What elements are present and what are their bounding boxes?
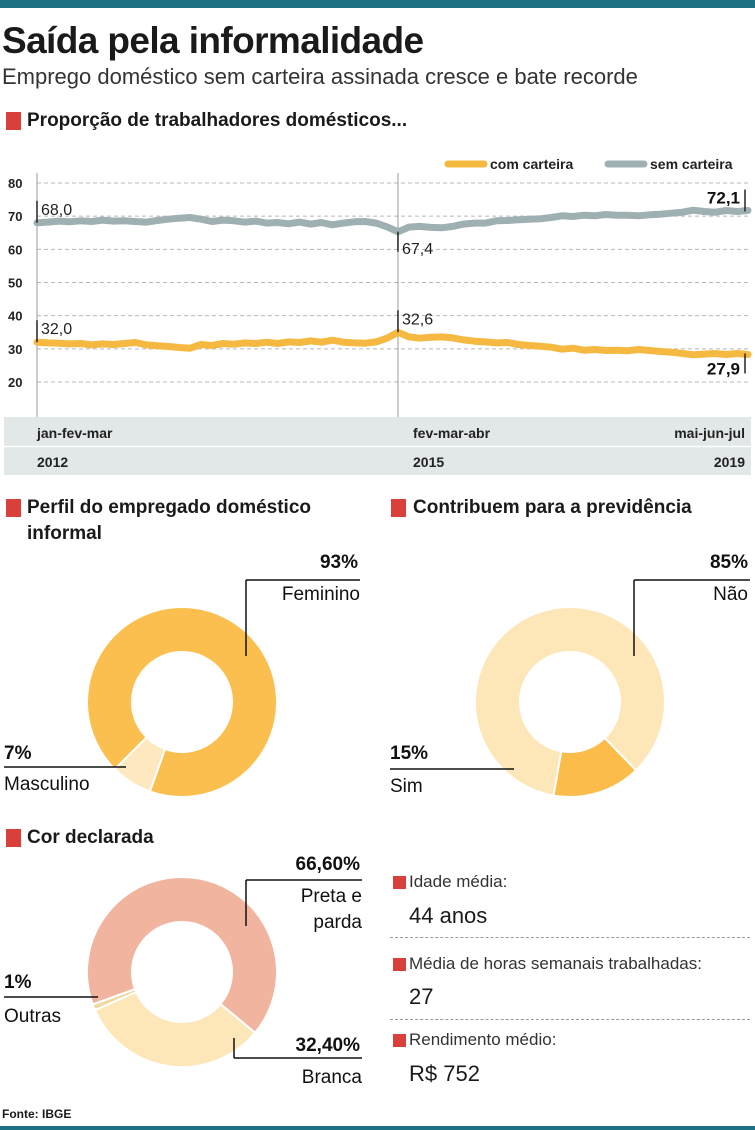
x-year-label: 2012 bbox=[37, 454, 68, 470]
source-note: Fonte: IBGE bbox=[2, 1107, 72, 1121]
slice-name-label: parda bbox=[313, 912, 362, 933]
cor-donut-chart: 66,60% Preta e parda 32,40% Branca 1% Outras bbox=[4, 854, 363, 1088]
donut-slice-n-o bbox=[474, 606, 666, 797]
y-tick-label: 40 bbox=[8, 309, 22, 324]
section-marker-perfil bbox=[6, 499, 21, 517]
line-chart-grid: 80 70 60 50 40 30 20 bbox=[8, 173, 748, 417]
slice-name-label: Outras bbox=[4, 1006, 61, 1027]
donut-slice-feminino bbox=[86, 606, 278, 798]
series-line-sem-carteira bbox=[33, 206, 752, 236]
stat-label-horas: Média de horas semanais trabalhadas: bbox=[409, 954, 702, 973]
donut-slice-branca bbox=[93, 990, 257, 1068]
donut-slice-preta-e-parda bbox=[86, 876, 278, 1035]
line-chart-legend: com carteira sem carteira bbox=[444, 156, 733, 172]
y-tick-label: 60 bbox=[8, 242, 22, 257]
top-accent-bar bbox=[0, 0, 755, 8]
slice-pct-label: 85% bbox=[710, 552, 748, 573]
value-label: 27,9 bbox=[707, 359, 740, 378]
stat-marker-idade bbox=[393, 876, 406, 889]
slice-pct-label: 7% bbox=[4, 743, 32, 764]
page-subtitle: Emprego doméstico sem carteira assinada … bbox=[2, 64, 638, 89]
y-tick-label: 20 bbox=[8, 375, 22, 390]
stat-value-horas: 27 bbox=[409, 984, 434, 1009]
bottom-accent-bar bbox=[0, 1126, 755, 1130]
timeline-band-periods bbox=[4, 417, 751, 446]
slice-pct-label: 32,40% bbox=[296, 1035, 361, 1056]
line-chart-x-labels: jan-fev-mar fev-mar-abr mai-jun-jul 2012 201… bbox=[36, 425, 745, 470]
donut-slice-outras bbox=[91, 987, 138, 1012]
previdencia-chart-title: Contribuem para a previdência bbox=[413, 497, 692, 518]
donut-slice-sim bbox=[552, 736, 638, 798]
perfil-chart-title: Perfil do empregado doméstico informal bbox=[27, 495, 357, 547]
stat-marker-rendimento bbox=[393, 1034, 406, 1047]
slice-name-label: Não bbox=[713, 584, 748, 605]
slice-pct-label: 15% bbox=[390, 743, 428, 764]
slice-pct-label: 66,60% bbox=[296, 854, 361, 875]
series-line-com-carteira bbox=[33, 328, 752, 359]
cor-chart-title: Cor declarada bbox=[27, 827, 154, 848]
section-marker-previdencia bbox=[391, 499, 406, 517]
line-chart-value-labels: 32,0 32,6 27,9 68,0 67,4 72,1 bbox=[36, 189, 746, 378]
slice-name-label: Branca bbox=[302, 1067, 363, 1088]
value-label: 32,6 bbox=[402, 311, 433, 328]
timeline-band-years bbox=[4, 447, 751, 475]
slice-name-label: Feminino bbox=[282, 584, 360, 605]
y-tick-label: 70 bbox=[8, 209, 22, 224]
section-marker-cor bbox=[6, 829, 21, 847]
value-label: 72,1 bbox=[707, 189, 740, 208]
stat-label-rendimento: Rendimento médio: bbox=[409, 1030, 557, 1049]
slice-name-label: Preta e bbox=[301, 886, 362, 907]
stat-value-idade: 44 anos bbox=[409, 903, 488, 928]
y-tick-label: 80 bbox=[8, 176, 22, 191]
slice-name-label: Sim bbox=[390, 776, 423, 797]
value-label: 67,4 bbox=[402, 241, 433, 258]
y-tick-label: 30 bbox=[8, 342, 22, 357]
x-period-label: jan-fev-mar bbox=[36, 425, 113, 441]
legend-label: sem carteira bbox=[650, 156, 733, 172]
x-period-label: mai-jun-jul bbox=[674, 425, 745, 441]
stat-value-rendimento: R$ 752 bbox=[409, 1061, 480, 1086]
legend-label: com carteira bbox=[490, 156, 573, 172]
slice-pct-label: 93% bbox=[320, 552, 358, 573]
page-title: Saída pela informalidade bbox=[2, 20, 424, 61]
line-chart-series bbox=[33, 206, 752, 359]
stat-divider bbox=[390, 1019, 750, 1020]
donut-slice-masculino bbox=[113, 735, 167, 793]
value-label: 68,0 bbox=[41, 202, 72, 219]
value-label: 32,0 bbox=[41, 321, 72, 338]
x-year-label: 2015 bbox=[413, 454, 444, 470]
section-marker-line bbox=[6, 112, 21, 130]
stat-label-idade: Idade média: bbox=[409, 872, 508, 891]
x-year-label: 2019 bbox=[714, 454, 745, 470]
perfil-chart-title-text: Perfil do empregado doméstico informal bbox=[27, 497, 311, 544]
slice-name-label: Masculino bbox=[4, 774, 90, 795]
x-period-label: fev-mar-abr bbox=[413, 425, 491, 441]
stat-divider bbox=[390, 937, 750, 938]
perfil-donut-chart: 93% Feminino 7% Masculino bbox=[4, 552, 360, 798]
slice-pct-label: 1% bbox=[4, 972, 32, 993]
stat-marker-horas bbox=[393, 958, 406, 971]
y-tick-label: 50 bbox=[8, 276, 22, 291]
previdencia-donut-chart: 85% Não 15% Sim bbox=[390, 552, 750, 798]
line-chart-title: Proporção de trabalhadores domésticos... bbox=[27, 110, 408, 131]
